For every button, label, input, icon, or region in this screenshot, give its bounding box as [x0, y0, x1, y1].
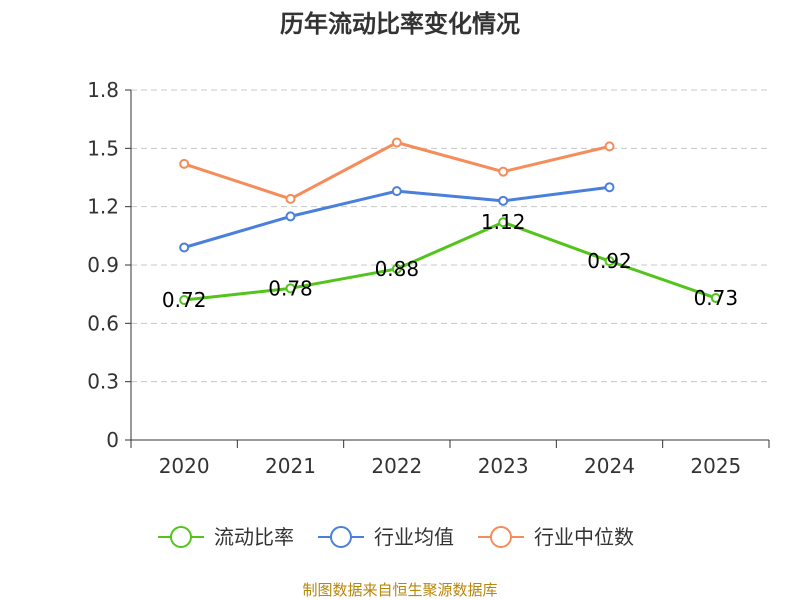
data-point[interactable] — [604, 141, 615, 152]
x-tick-label: 2023 — [478, 454, 529, 478]
axes: 0 0.3 0.6 0.9 1.2 1.5 1.8 2020 2021 2022 2023 2024 2… — [87, 78, 770, 478]
series-line — [184, 220, 717, 302]
legend-marker — [330, 526, 352, 548]
data-label: 0.73 — [694, 286, 739, 310]
legend-label: 流动比率 — [214, 525, 294, 549]
data-point[interactable] — [179, 242, 190, 253]
data-point[interactable] — [391, 137, 402, 148]
x-tick-label: 2025 — [690, 454, 741, 478]
x-tick-label: 2021 — [265, 454, 316, 478]
chart-title: 历年流动比率变化情况 — [280, 10, 520, 38]
legend-item[interactable]: 行业均值 — [318, 525, 454, 549]
y-tick-label: 1.5 — [87, 136, 119, 160]
data-point[interactable] — [179, 295, 190, 305]
data-point[interactable] — [391, 263, 402, 274]
legend-item[interactable]: 行业中位数 — [478, 525, 634, 549]
data-point[interactable] — [604, 256, 615, 267]
x-tick-label: 2022 — [371, 454, 422, 478]
data-point[interactable] — [285, 193, 296, 204]
x-tick-label: 2024 — [584, 454, 635, 478]
data-point[interactable] — [710, 293, 721, 304]
data-point[interactable] — [179, 158, 190, 169]
data-label: 0.72 — [162, 288, 207, 312]
y-tick-label: 1.8 — [87, 78, 119, 102]
y-tick-label: 0.9 — [87, 253, 119, 277]
data-labels: 0.72 0.78 0.88 1.12 0.92 0.73 — [162, 210, 738, 312]
data-point[interactable] — [285, 283, 296, 294]
y-tick-label: 0 — [106, 428, 119, 452]
data-point[interactable] — [391, 186, 402, 197]
y-tick-label: 1.2 — [87, 195, 119, 219]
data-point[interactable] — [285, 211, 296, 222]
legend-label: 行业均值 — [374, 525, 454, 549]
data-point[interactable] — [498, 217, 509, 228]
y-tick-label: 0.6 — [87, 311, 119, 335]
legend-marker — [170, 526, 192, 548]
data-label: 0.78 — [268, 276, 313, 300]
y-tick-label: 0.3 — [87, 370, 119, 394]
data-point[interactable] — [604, 182, 615, 193]
data-point[interactable] — [498, 166, 509, 177]
x-tick-label: 2020 — [159, 454, 210, 478]
data-label: 1.12 — [481, 210, 526, 234]
data-point[interactable] — [498, 195, 509, 206]
data-label: 0.92 — [587, 249, 632, 273]
data-label: 0.88 — [375, 257, 420, 281]
legend[interactable]: 流动比率 行业均值 行业中位数 — [158, 525, 634, 549]
series-layer — [179, 137, 721, 305]
source-note: 制图数据来自恒生聚源数据库 — [302, 581, 497, 599]
grid-lines — [131, 89, 769, 383]
legend-label: 行业中位数 — [534, 525, 634, 549]
legend-item[interactable]: 流动比率 — [158, 525, 294, 549]
legend-marker — [490, 526, 512, 548]
